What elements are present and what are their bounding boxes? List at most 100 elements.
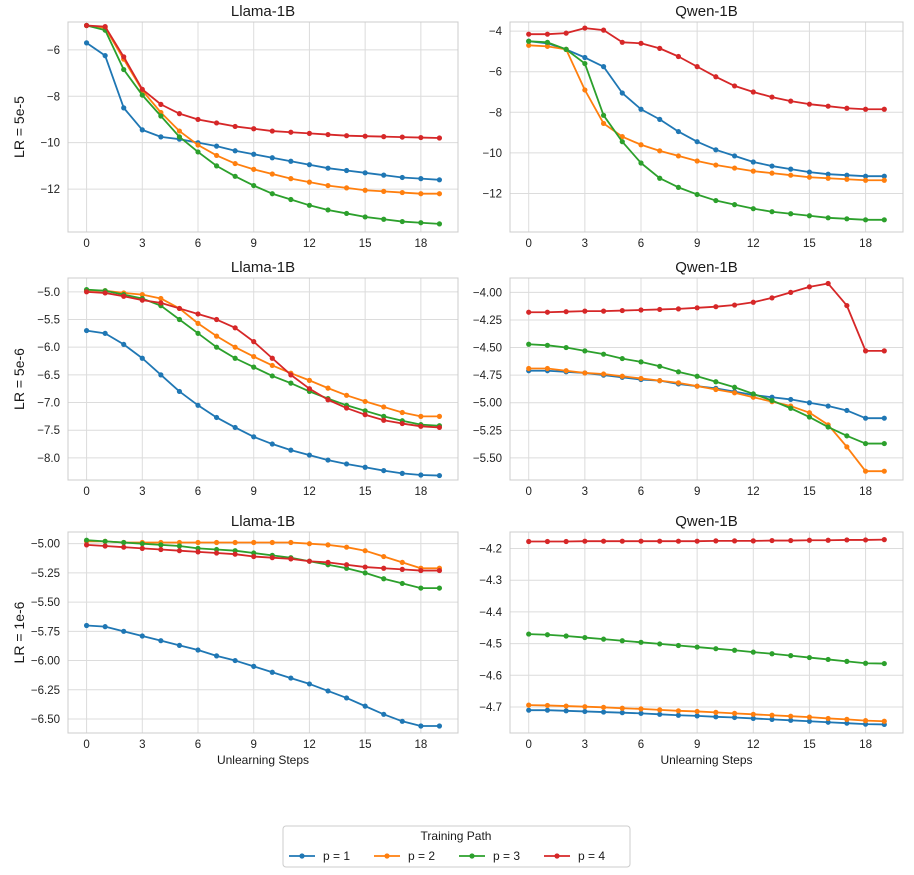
data-point	[83, 542, 90, 548]
data-point	[544, 707, 551, 713]
data-point	[102, 53, 108, 59]
data-point	[881, 106, 887, 112]
data-point	[694, 713, 700, 719]
data-point	[862, 537, 869, 543]
data-point	[731, 153, 738, 159]
legend-entry: p = 4	[544, 849, 605, 863]
data-point	[102, 538, 108, 544]
panel-title: Llama-1B	[231, 3, 295, 20]
data-point	[176, 128, 183, 134]
data-point	[862, 660, 869, 666]
data-point	[195, 647, 201, 653]
plot-area	[68, 22, 458, 232]
x-tick-label: 12	[303, 238, 316, 250]
data-point	[325, 165, 331, 171]
y-tick-label: −8.0	[37, 453, 60, 465]
axes-frame	[67, 277, 459, 481]
data-point	[881, 660, 887, 667]
data-point	[731, 710, 738, 716]
data-point	[418, 220, 424, 226]
data-point	[844, 176, 850, 182]
data-point	[619, 705, 625, 711]
data-point	[657, 378, 663, 384]
series-line	[528, 282, 885, 352]
data-point	[381, 216, 387, 222]
data-point	[418, 191, 424, 197]
data-point	[362, 214, 368, 220]
data-point	[825, 280, 831, 287]
axes-frame	[509, 21, 904, 233]
data-point	[158, 638, 164, 644]
y-tick-label: −6	[489, 67, 502, 79]
data-point	[563, 538, 569, 545]
data-point	[619, 139, 625, 145]
data-point	[582, 87, 588, 93]
data-point	[788, 211, 794, 217]
data-point	[399, 470, 405, 476]
data-point	[362, 133, 368, 139]
x-tick-label: 3	[582, 486, 588, 498]
series-line	[528, 538, 885, 543]
data-point	[657, 707, 663, 713]
panel-title: Qwen-1B	[675, 259, 738, 276]
data-point	[418, 567, 424, 574]
x-tick-label: 15	[359, 486, 372, 498]
data-point	[694, 305, 700, 311]
data-point	[806, 284, 813, 290]
y-tick-label: −5.00	[31, 539, 60, 551]
data-point	[657, 175, 663, 181]
data-point	[694, 373, 700, 379]
panel-title: Llama-1B	[231, 513, 295, 530]
series-line	[86, 329, 440, 477]
legend-label: p = 4	[578, 849, 605, 863]
data-point	[269, 171, 275, 177]
data-point	[121, 539, 127, 546]
data-point	[381, 188, 387, 194]
y-tick-label: −5.5	[37, 315, 60, 327]
data-point	[582, 634, 588, 641]
x-tick-label: 18	[414, 486, 427, 498]
y-tick-label: −4.4	[479, 607, 502, 619]
y-tick-label: −12	[40, 184, 60, 196]
data-point	[731, 83, 738, 89]
data-point	[288, 158, 294, 164]
data-point	[713, 162, 719, 168]
x-tick-label: 9	[694, 238, 700, 250]
data-point	[657, 45, 663, 51]
data-point	[844, 658, 850, 664]
data-point	[825, 537, 831, 543]
data-point	[362, 548, 368, 554]
data-point	[694, 64, 700, 70]
legend-marker	[299, 853, 305, 859]
data-point	[436, 413, 443, 419]
y-tick-label: −5.25	[473, 425, 502, 437]
data-point	[544, 702, 551, 709]
data-point	[83, 22, 90, 29]
data-point	[343, 185, 350, 191]
data-point	[619, 373, 625, 379]
data-point	[195, 149, 201, 155]
data-point	[288, 675, 294, 681]
data-point	[638, 40, 644, 46]
data-point	[436, 177, 443, 183]
x-tick-label: 12	[303, 486, 316, 498]
data-point	[195, 539, 201, 546]
data-point	[806, 400, 813, 406]
data-point	[844, 716, 850, 722]
data-point	[381, 417, 387, 423]
data-point	[600, 112, 607, 118]
data-point	[806, 714, 813, 720]
data-point	[844, 433, 850, 439]
data-point	[844, 105, 850, 111]
legend-label: p = 2	[408, 849, 435, 863]
data-point	[769, 716, 775, 722]
legend-marker	[554, 853, 560, 859]
axes-frame	[509, 277, 904, 481]
data-point	[563, 30, 569, 36]
x-tick-label: 9	[251, 486, 257, 498]
data-point	[769, 295, 775, 301]
data-point	[269, 441, 275, 447]
series-p4	[83, 542, 443, 574]
data-point	[381, 576, 387, 582]
